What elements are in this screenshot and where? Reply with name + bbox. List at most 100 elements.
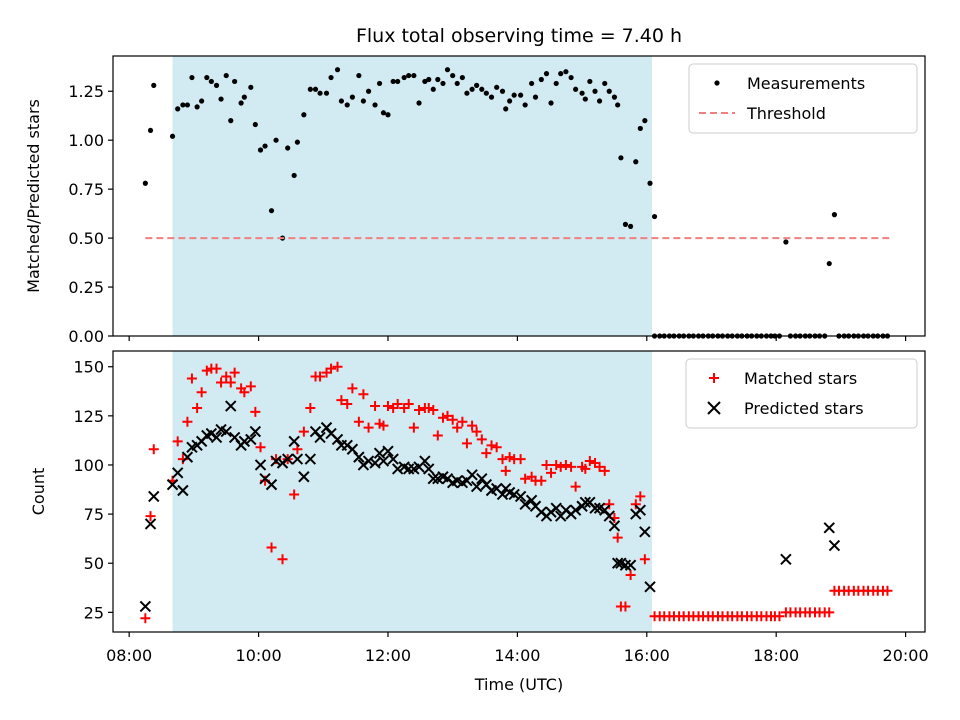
data-point <box>625 570 636 581</box>
data-point <box>402 463 415 475</box>
data-point <box>529 80 535 87</box>
data-point <box>213 82 220 88</box>
data-point <box>291 453 304 465</box>
data-point <box>594 461 605 472</box>
data-point <box>289 489 300 500</box>
axes-frame <box>112 350 926 633</box>
data-point <box>406 72 412 79</box>
data-point <box>520 473 531 484</box>
data-point <box>551 459 562 470</box>
data-point <box>408 422 419 433</box>
data-point <box>619 559 632 571</box>
y-tick-label: 0.50 <box>68 229 104 248</box>
data-point <box>326 363 337 374</box>
data-point <box>225 400 237 412</box>
data-point <box>570 481 581 492</box>
data-point <box>511 92 517 98</box>
data-point <box>514 490 527 503</box>
data-point <box>428 404 439 415</box>
data-point <box>624 559 637 571</box>
data-point <box>647 180 653 186</box>
data-point <box>262 143 268 149</box>
data-point <box>194 104 200 110</box>
data-point <box>196 387 207 398</box>
data-point <box>147 127 154 134</box>
data-point <box>144 518 157 530</box>
data-point <box>479 86 485 92</box>
data-point <box>603 510 615 522</box>
x-tick-label: 14:00 <box>494 646 540 665</box>
data-point <box>411 72 417 79</box>
data-point <box>541 459 552 470</box>
data-point <box>519 498 531 510</box>
data-point <box>444 67 451 73</box>
data-point <box>177 484 189 497</box>
data-point <box>538 76 544 83</box>
data-point <box>592 88 598 94</box>
data-point <box>628 223 634 229</box>
data-point <box>470 480 483 493</box>
data-point <box>497 454 508 465</box>
y-tick-label: 125 <box>73 407 104 426</box>
data-point <box>373 447 386 459</box>
series-matched-stars <box>140 361 893 624</box>
data-point <box>780 553 792 566</box>
data-point <box>508 488 520 501</box>
data-point <box>414 404 425 415</box>
data-point <box>182 416 193 427</box>
data-point <box>644 581 656 593</box>
data-point <box>430 86 436 92</box>
data-point <box>467 420 478 431</box>
data-point <box>515 454 526 465</box>
data-point <box>560 459 571 470</box>
data-point <box>208 78 214 85</box>
data-point <box>637 125 643 132</box>
data-point <box>145 511 156 522</box>
data-point <box>481 448 492 459</box>
data-point <box>151 82 157 88</box>
data-point <box>582 96 588 102</box>
x-axis-label: Time (UTC) <box>474 675 563 694</box>
data-point <box>362 455 375 467</box>
data-point <box>336 395 347 406</box>
data-point <box>252 121 258 128</box>
data-point <box>391 463 404 475</box>
data-point <box>255 442 266 453</box>
data-point <box>553 80 559 87</box>
data-point <box>507 98 513 104</box>
data-point <box>403 399 414 410</box>
data-point <box>437 412 448 423</box>
legend-box <box>685 358 918 429</box>
data-point <box>298 426 309 437</box>
data-point <box>401 74 407 81</box>
data-point <box>328 74 334 81</box>
data-point <box>192 402 203 413</box>
data-point <box>342 399 353 410</box>
data-point <box>266 542 277 553</box>
data-point <box>471 426 482 437</box>
data-point <box>823 522 835 534</box>
data-point <box>450 72 456 79</box>
data-point <box>416 100 422 106</box>
data-point <box>288 435 300 448</box>
series-predicted-stars <box>139 400 841 613</box>
data-point <box>372 102 378 108</box>
data-point <box>618 155 624 161</box>
data-point <box>172 436 183 447</box>
top-panel-measurements: 0.00 0.25 0.50 0.75 1.00 1.25 Matched/Predicte… <box>24 25 926 346</box>
data-point <box>580 463 591 474</box>
data-point <box>620 601 631 612</box>
data-point <box>831 212 838 218</box>
data-point <box>459 74 465 81</box>
data-point <box>432 430 443 441</box>
data-point <box>642 118 648 124</box>
data-point <box>358 389 369 400</box>
data-point <box>254 459 267 471</box>
data-point <box>221 371 232 382</box>
data-point <box>238 435 251 448</box>
data-point <box>573 86 579 92</box>
data-point <box>579 496 592 509</box>
data-point <box>518 92 524 98</box>
chart-title: Flux total observing time = 7.40 h <box>356 25 682 47</box>
data-point <box>169 133 176 139</box>
